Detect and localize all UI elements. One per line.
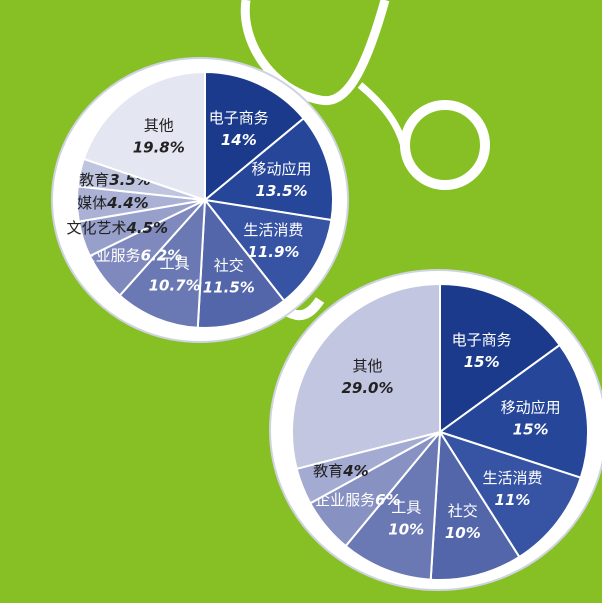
slice: [291, 282, 441, 471]
category-label: 电子商务: [452, 331, 512, 349]
slice: [344, 428, 442, 581]
slice-label: 社交 11.5%: [203, 256, 255, 296]
slice-label: 生活消费 11%: [482, 469, 542, 509]
stem: [240, 0, 390, 106]
category-label: 其他: [352, 356, 382, 374]
value-label: 10.7%: [149, 276, 201, 294]
slice-label: 生活消费 11.9%: [243, 221, 303, 261]
slice-label: 工具 10%: [388, 498, 424, 538]
slice-label: 媒体4.4%: [77, 193, 149, 211]
pies: 电子商务 14%移动应用 13.5%生活消费 11.9%社交 11.5%工具 10.7%企…: [66, 70, 589, 581]
value-label: 29.0%: [341, 378, 393, 396]
slice: [429, 428, 521, 581]
category-label: 生活消费: [243, 221, 303, 239]
slice-label: 教育3.5%: [79, 171, 151, 189]
category-label: 教育: [313, 462, 343, 480]
slice-label: 工具 10.7%: [149, 254, 201, 294]
slice: [437, 343, 589, 479]
category-label: 教育: [79, 171, 109, 189]
category-label: 文化艺术: [66, 219, 126, 237]
value-label: 14%: [221, 131, 257, 149]
slice-label: 其他 29.0%: [341, 356, 393, 396]
slice-label: 移动应用 15%: [501, 398, 561, 438]
value-label: 10%: [388, 520, 424, 538]
category-label: 移动应用: [501, 398, 561, 416]
category-label: 社交: [214, 256, 244, 274]
value-label: 6%: [375, 490, 400, 508]
value-label: 11%: [495, 491, 531, 509]
value-label: 15%: [513, 420, 549, 438]
value-label: 4%: [342, 462, 368, 480]
value-label: 11.9%: [247, 243, 299, 261]
slice: [204, 70, 306, 203]
category-label: 工具: [391, 498, 421, 516]
value-label: 19.8%: [133, 138, 185, 156]
slice: [196, 197, 286, 329]
slice-label: 其他 19.8%: [133, 116, 185, 156]
category-label: 其他: [144, 116, 174, 134]
slice: [202, 198, 333, 303]
value-label: 4.5%: [125, 219, 168, 237]
ring: [400, 100, 490, 190]
value-label: 10%: [445, 523, 481, 541]
value-label: 4.4%: [106, 193, 149, 211]
slice: [437, 430, 583, 559]
slice-label: 电子商务 14%: [209, 109, 269, 149]
value-label: 11.5%: [203, 278, 255, 296]
slice-label: 企业服务6%: [315, 490, 400, 508]
category-label: 移动应用: [252, 160, 312, 178]
category-label: 企业服务: [315, 490, 375, 508]
slice-label: 社交 10%: [445, 501, 481, 541]
category-label: 工具: [160, 254, 190, 272]
category-label: 媒体: [77, 193, 107, 211]
slice-label: 文化艺术4.5%: [66, 219, 168, 237]
slice: [82, 70, 206, 202]
category-label: 社交: [448, 501, 478, 519]
slice-label: 教育4%: [313, 462, 368, 480]
slice-label: 电子商务 15%: [452, 331, 512, 371]
value-label: 13.5%: [256, 182, 308, 200]
category-label: 生活消费: [482, 469, 542, 487]
value-label: 6.2%: [141, 246, 183, 264]
slice: [439, 282, 562, 434]
slice-label: 移动应用 13.5%: [252, 160, 312, 200]
slice: [118, 197, 207, 329]
slice: [202, 117, 334, 222]
category-label: 电子商务: [209, 109, 269, 127]
value-label: 15%: [464, 353, 500, 371]
